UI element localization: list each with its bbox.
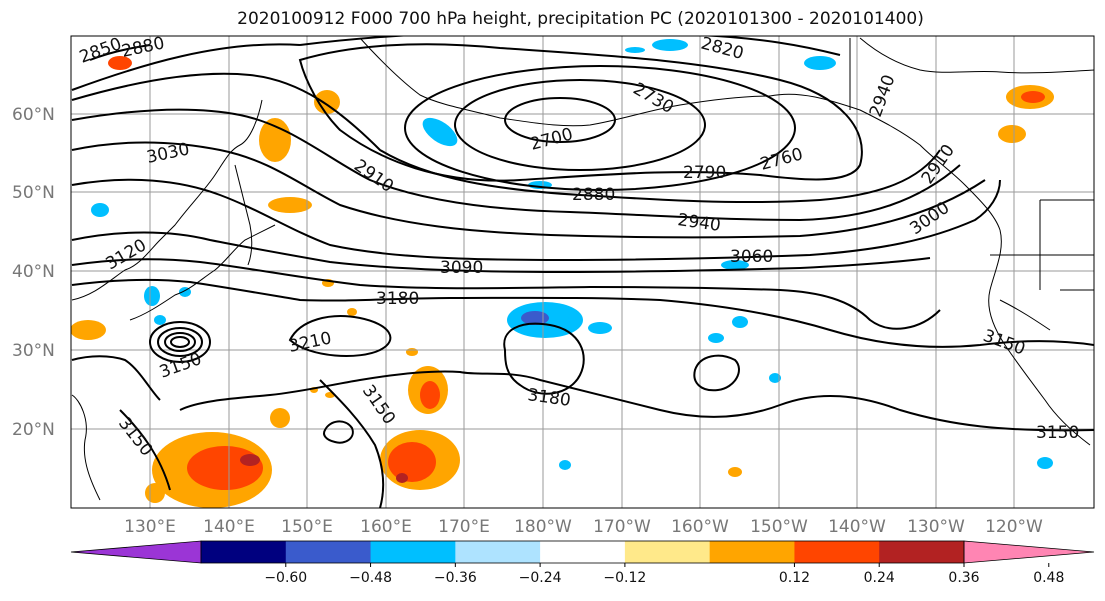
colorbar-tick-label: 0.12: [779, 570, 810, 586]
contour-label: 2880: [572, 185, 615, 205]
lat-label: 20°N: [12, 420, 55, 440]
colorbar-tick-label: −0.60: [264, 570, 307, 586]
longitude-labels: 130°E 140°E 150°E 160°E 170°E 180°W 170°…: [124, 517, 1043, 537]
colorbar-swatch: [285, 541, 372, 563]
contour-label: 3060: [730, 247, 773, 267]
colorbar-tick-label: −0.48: [349, 570, 392, 586]
lon-label: 180°W: [514, 517, 572, 537]
lat-label: 40°N: [12, 262, 55, 282]
lon-label: 120°W: [985, 517, 1043, 537]
lat-label: 30°N: [12, 341, 55, 361]
colorbar-extend-high: [963, 540, 1095, 564]
colorbar-extend-low: [70, 540, 202, 564]
lon-label: 130°E: [124, 517, 176, 537]
colorbar-swatch: [201, 541, 287, 563]
lon-label: 130°W: [907, 517, 965, 537]
colorbar-swatch: [709, 541, 795, 563]
colorbar-swatch: [879, 541, 965, 563]
map-frame: [70, 35, 1095, 509]
colorbar-tick-label: 0.48: [1033, 570, 1064, 586]
lat-label: 60°N: [12, 105, 55, 125]
lon-label: 170°W: [593, 517, 651, 537]
lon-label: 170°E: [438, 517, 490, 537]
colorbar-tick-label: −0.36: [434, 570, 477, 586]
contour-label: 2790: [683, 163, 726, 183]
height-contours: [71, 36, 1094, 508]
colorbar-swatch: [540, 541, 626, 563]
lon-label: 160°W: [671, 517, 729, 537]
lon-label: 140°E: [203, 517, 255, 537]
colorbar-swatch: [455, 541, 541, 563]
colorbar: −0.60 −0.48 −0.36 −0.24 −0.12 0.12 0.24 0.36 0.4…: [70, 540, 1095, 586]
map-title: 2020100912 F000 700 hPa height, precipit…: [237, 9, 924, 29]
colorbar-swatch: [624, 541, 711, 563]
colorbar-tick-label: 0.24: [864, 570, 895, 586]
lon-label: 150°E: [281, 517, 333, 537]
colorbar-swatch: [370, 541, 456, 563]
lon-label: 160°E: [360, 517, 412, 537]
colorbar-tick-label: −0.12: [603, 570, 646, 586]
colorbar-tick-label: 0.36: [948, 570, 979, 586]
precip-shading: [71, 39, 1054, 508]
contour-label: 3090: [440, 258, 483, 278]
contour-label: 3150: [1036, 423, 1079, 443]
colorbar-outline: [200, 540, 965, 564]
colorbar-tick-label: −0.24: [519, 570, 562, 586]
lat-label: 50°N: [12, 183, 55, 203]
lon-label: 150°W: [750, 517, 808, 537]
latitude-labels: 60°N 50°N 40°N 30°N 20°N: [12, 105, 55, 440]
colorbar-swatch: [794, 541, 880, 563]
lon-label: 140°W: [828, 517, 886, 537]
contour-label: 3180: [376, 289, 419, 309]
